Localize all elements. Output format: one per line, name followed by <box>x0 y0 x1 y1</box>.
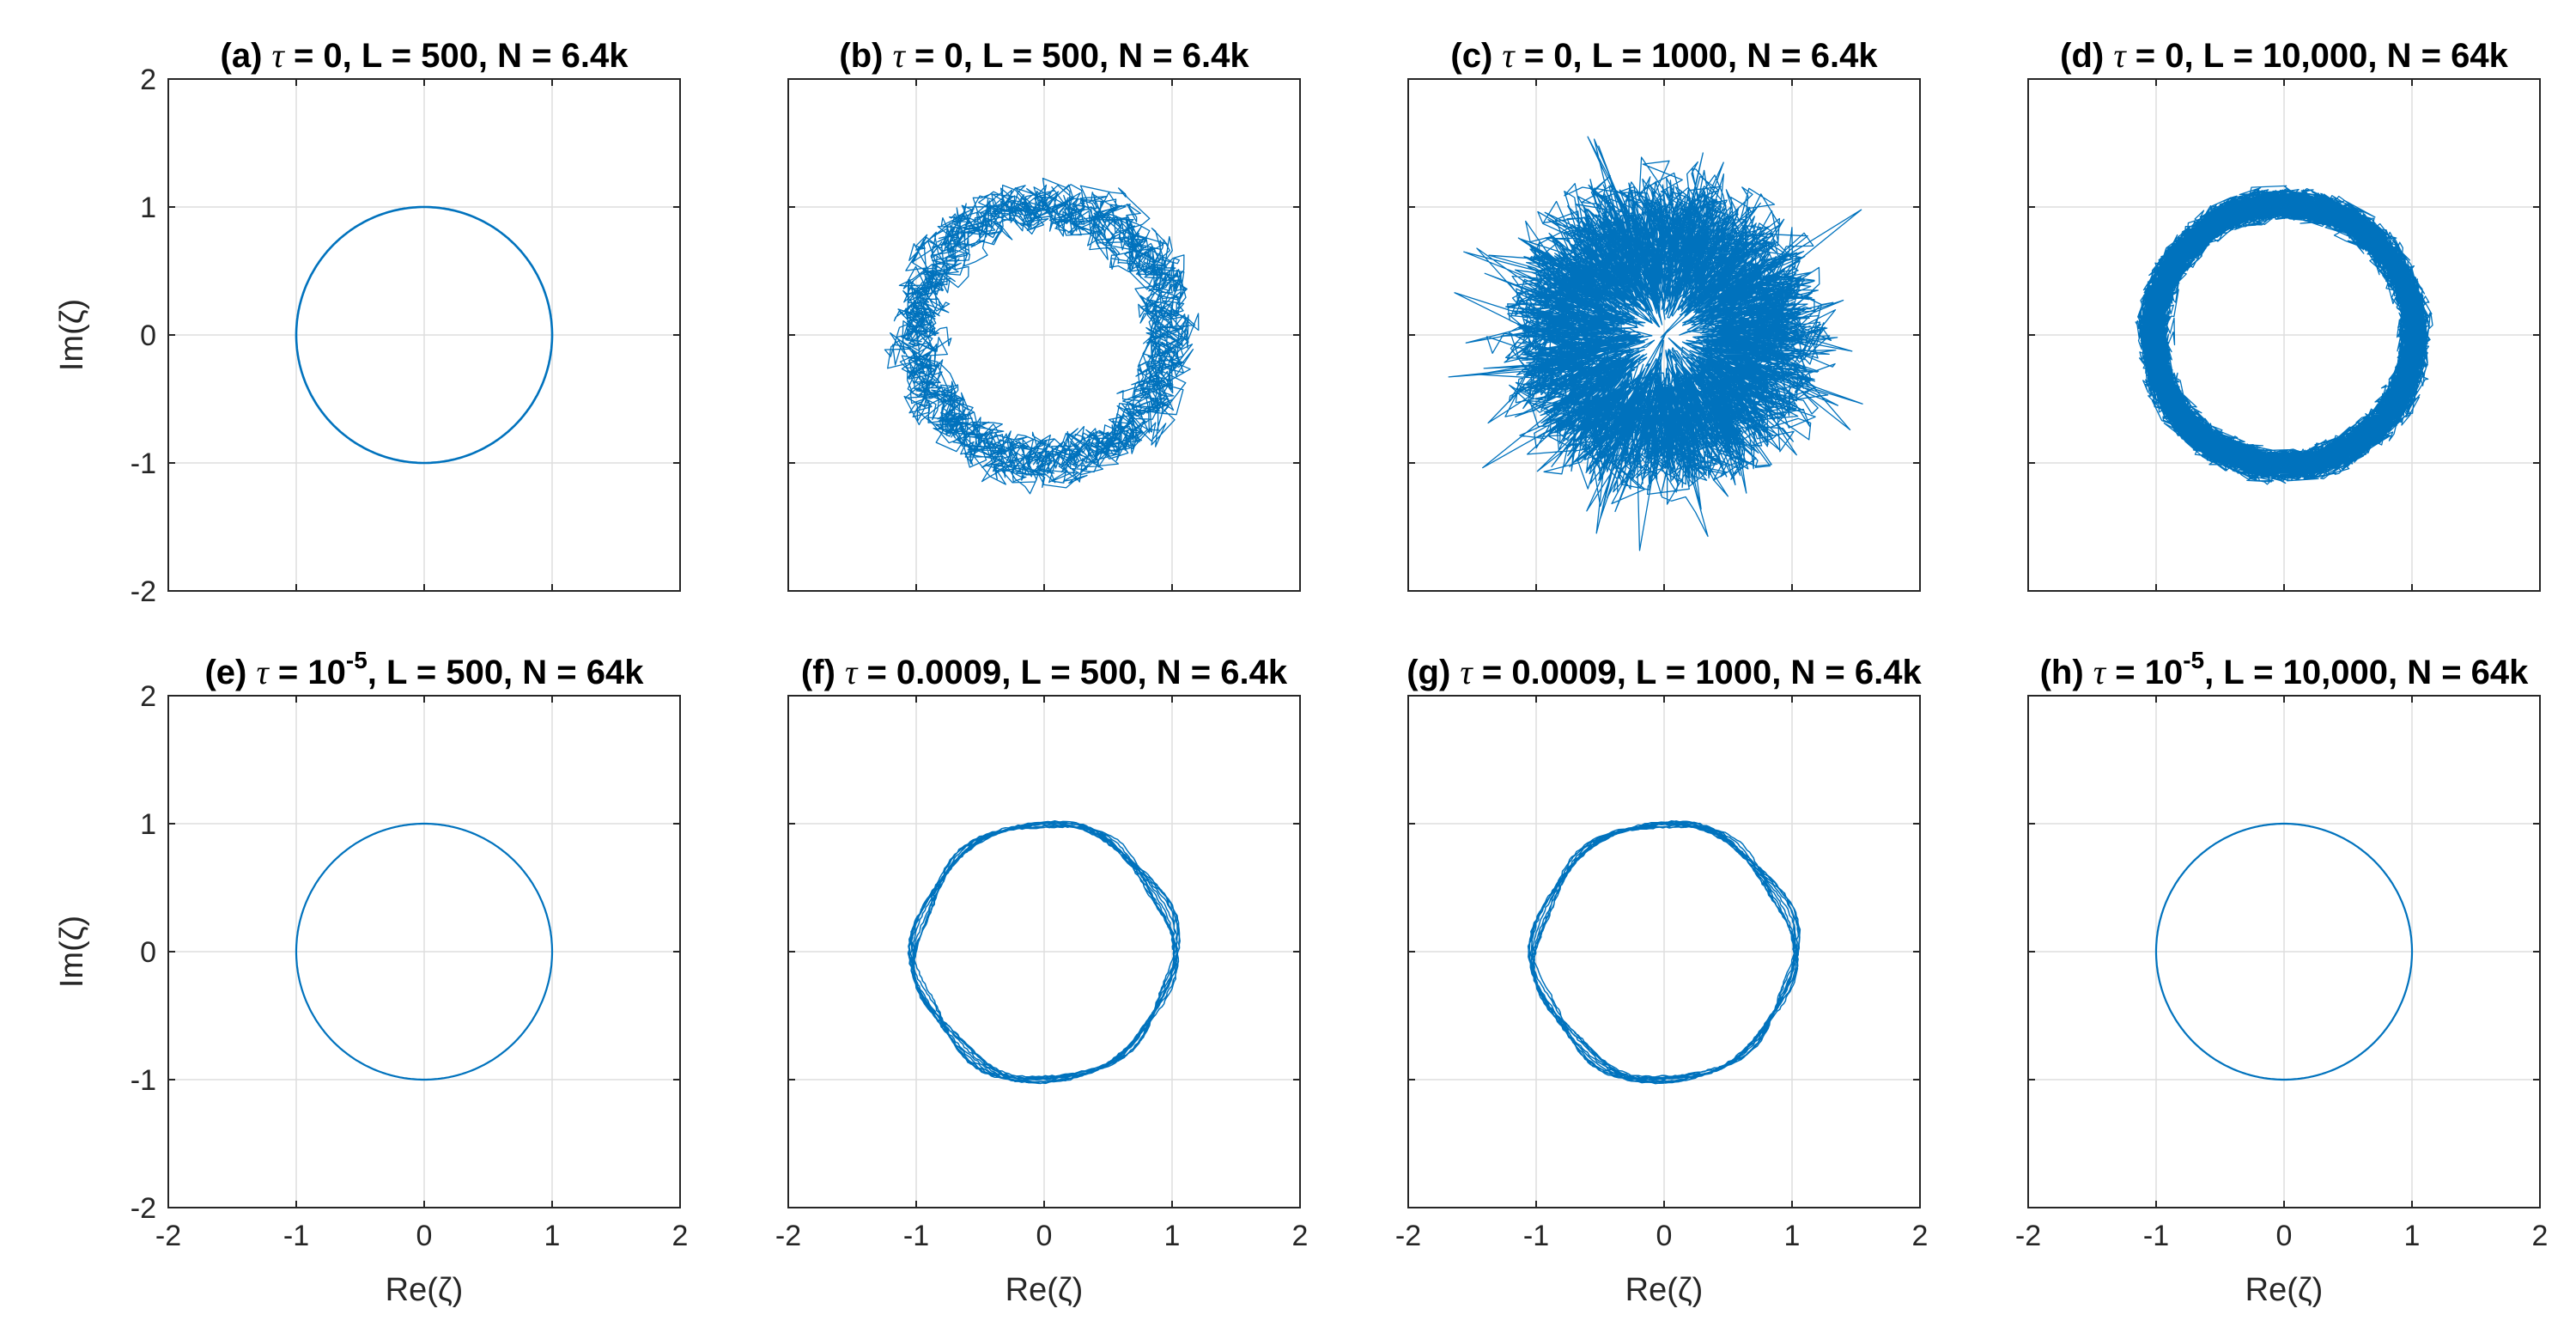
subplot-title: (b) τ = 0, L = 500, N = 6.4k <box>839 36 1249 75</box>
title-tau-value: = 0.0009 <box>857 654 1001 691</box>
x-tick-label: 0 <box>2276 1220 2293 1252</box>
title-prefix: (h) <box>2040 654 2093 691</box>
x-axis-label: Re(ζ) <box>386 1272 464 1308</box>
title-exponent: -5 <box>346 647 368 673</box>
title-tau-symbol: τ <box>845 653 859 691</box>
x-tick-label: 1 <box>2404 1220 2421 1252</box>
y-tick-label: -2 <box>131 1192 156 1225</box>
series-line <box>295 205 554 465</box>
x-tick-label: -2 <box>775 1220 801 1252</box>
title-prefix: (c) <box>1450 37 1502 75</box>
subplot-title: (h) τ = 10-5, L = 10,000, N = 64k <box>2040 647 2530 691</box>
subplot-title: (e) τ = 10-5, L = 500, N = 64k <box>204 647 644 691</box>
subplot-h: -2 -1 0 1 2 Re(ζ) (h) τ = 10-5, L = 10,000, N … <box>2015 647 2549 1308</box>
x-tick-label: 0 <box>1036 1220 1053 1252</box>
title-prefix: (f) <box>801 654 845 691</box>
x-tick-label: -1 <box>283 1220 309 1252</box>
y-tick-label: 0 <box>140 936 156 969</box>
subplot-c: (c) τ = 0, L = 1000, N = 6.4k <box>1407 36 1921 592</box>
x-tick-label: -1 <box>2143 1220 2169 1252</box>
subplot-title: (d) τ = 0, L = 10,000, N = 64k <box>2060 36 2508 75</box>
y-axis-label: Im(ζ) <box>54 916 90 988</box>
x-tick-label: -1 <box>903 1220 929 1252</box>
series-line <box>884 177 1200 495</box>
x-axis-label: Re(ζ) <box>1625 1272 1704 1308</box>
subplot-f: -2 -1 0 1 2 Re(ζ) (f) τ = 0.0009, L = 500, N =… <box>775 653 1309 1308</box>
x-tick-label: 0 <box>1656 1220 1673 1252</box>
title-rest: , L = 500, N = 6.4k <box>343 37 629 75</box>
y-tick-label: 2 <box>140 680 156 713</box>
y-tick-label: 0 <box>140 320 156 352</box>
series-line <box>2135 185 2433 485</box>
y-tick-label: -1 <box>131 1064 156 1097</box>
title-tau-value: = 0 <box>905 37 963 75</box>
title-tau-value: = 0 <box>2126 37 2184 75</box>
title-tau-value: = 0 <box>284 37 343 75</box>
title-rest: , L = 1000, N = 6.4k <box>1573 37 1879 75</box>
x-tick-label: -2 <box>2015 1220 2041 1252</box>
x-tick-label: 1 <box>1784 1220 1801 1252</box>
title-tau-symbol: τ <box>256 653 270 691</box>
subplot-title: (c) τ = 0, L = 1000, N = 6.4k <box>1450 36 1878 75</box>
x-tick-label: 2 <box>1292 1220 1309 1252</box>
title-rest: , L = 10,000, N = 64k <box>2184 37 2509 75</box>
title-rest: , L = 500, N = 6.4k <box>963 37 1250 75</box>
title-prefix: (a) <box>221 37 272 75</box>
y-axis-label: Im(ζ) <box>54 299 90 371</box>
y-tick-label: 1 <box>140 192 156 224</box>
y-tick-label: -1 <box>131 447 156 480</box>
x-tick-label: 0 <box>416 1220 433 1252</box>
title-tau-symbol: τ <box>893 36 907 75</box>
y-tick-label: 1 <box>140 808 156 841</box>
subplot-b: (b) τ = 0, L = 500, N = 6.4k <box>787 36 1301 592</box>
title-prefix: (e) <box>204 654 256 691</box>
y-tick-label: -2 <box>131 575 156 608</box>
x-tick-label: 1 <box>1164 1220 1181 1252</box>
subplot-title: (a) τ = 0, L = 500, N = 6.4k <box>221 36 629 75</box>
x-tick-label: 2 <box>1912 1220 1929 1252</box>
series-line <box>1448 136 1863 551</box>
title-tau-value: = 0.0009 <box>1473 654 1617 691</box>
series-line <box>1527 820 1801 1085</box>
y-tick-label: 2 <box>140 64 156 96</box>
x-tick-label: -1 <box>1523 1220 1549 1252</box>
x-axis-label: Re(ζ) <box>1005 1272 1084 1308</box>
subplot-a: -2 -1 0 1 2 Im(ζ) (a) τ = 0, L = 500, N = 6.4k <box>54 36 681 608</box>
title-tau-symbol: τ <box>2113 36 2127 75</box>
x-tick-label: 1 <box>544 1220 561 1252</box>
title-tau-symbol: τ <box>1460 653 1473 691</box>
subplot-d: (d) τ = 0, L = 10,000, N = 64k <box>2027 36 2541 592</box>
title-rest: , L = 10,000, N = 64k <box>2204 654 2529 691</box>
x-axis-label: Re(ζ) <box>2245 1272 2324 1308</box>
series-line <box>295 822 554 1081</box>
title-tau-value: = 0 <box>1515 37 1573 75</box>
title-rest: , L = 1000, N = 6.4k <box>1617 654 1923 691</box>
series-line <box>907 819 1181 1085</box>
x-tick-label: 2 <box>2532 1220 2549 1252</box>
subplot-e: -2 -1 0 1 2 -2 -1 0 1 2 Re(ζ) Im(ζ) (e) τ = 10-5, L … <box>54 647 688 1308</box>
title-tau-value: = 10 <box>2105 654 2183 691</box>
title-prefix: (b) <box>839 37 892 75</box>
title-tau-symbol: τ <box>2093 653 2107 691</box>
title-exponent: -5 <box>2183 647 2204 673</box>
title-tau-value: = 10 <box>269 654 346 691</box>
title-rest: , L = 500, N = 6.4k <box>1001 654 1288 691</box>
title-tau-symbol: τ <box>1502 36 1516 75</box>
x-tick-label: -2 <box>1395 1220 1421 1252</box>
subplot-title: (g) τ = 0.0009, L = 1000, N = 6.4k <box>1406 653 1922 691</box>
series-line <box>2154 822 2414 1081</box>
subplot-title: (f) τ = 0.0009, L = 500, N = 6.4k <box>801 653 1288 691</box>
title-prefix: (d) <box>2060 37 2113 75</box>
x-tick-label: 2 <box>672 1220 689 1252</box>
title-tau-symbol: τ <box>272 36 286 75</box>
x-tick-label: -2 <box>155 1220 181 1252</box>
title-rest: , L = 500, N = 64k <box>368 654 644 691</box>
subplot-g: -2 -1 0 1 2 Re(ζ) (g) τ = 0.0009, L = 1000, N … <box>1395 653 1929 1308</box>
title-prefix: (g) <box>1406 654 1460 691</box>
